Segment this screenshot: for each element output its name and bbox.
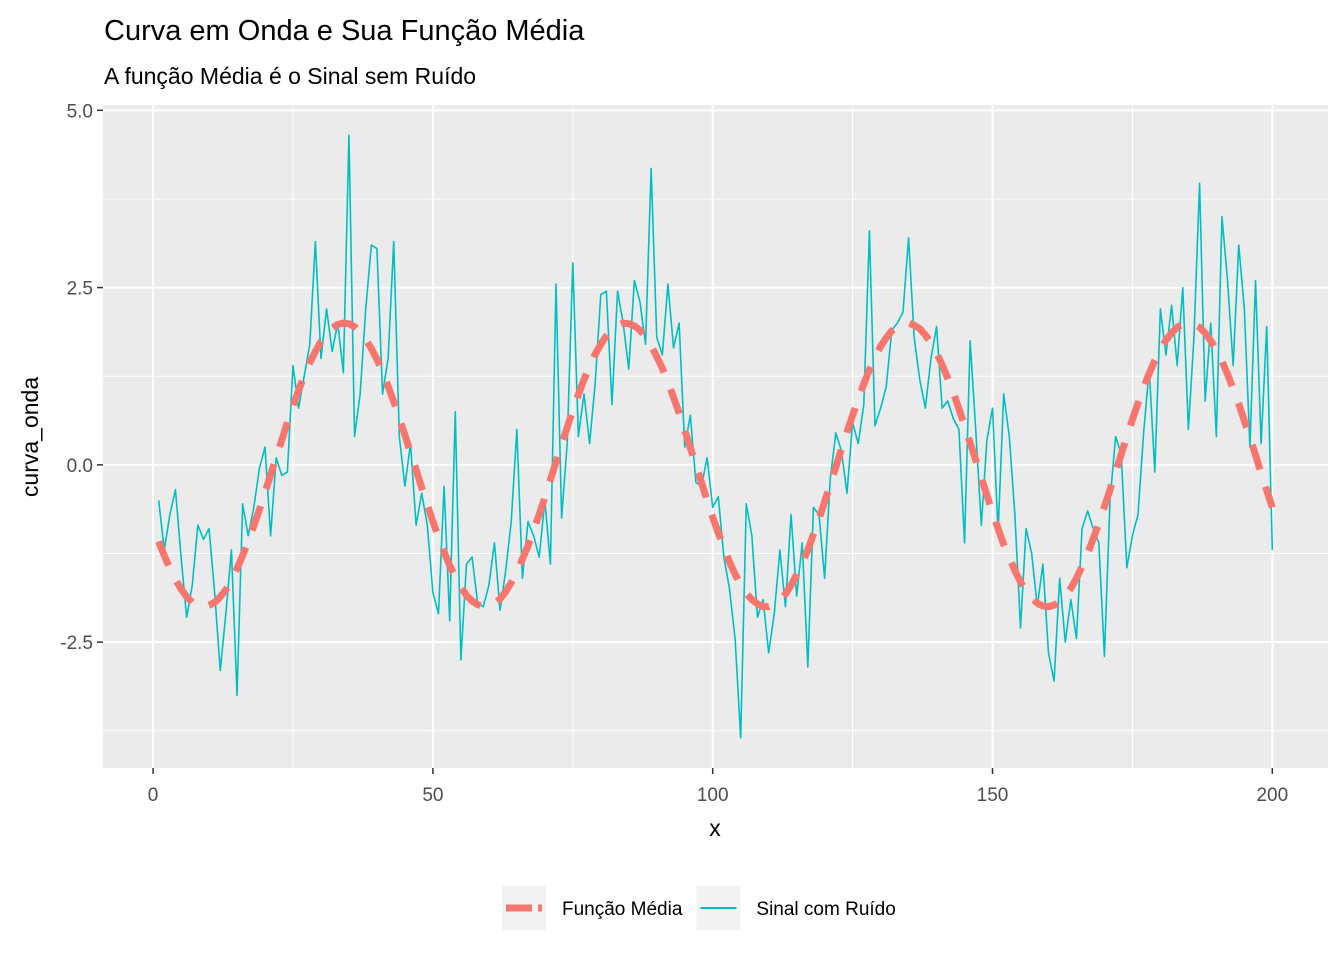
legend-label: Função Média xyxy=(562,899,683,920)
series-line xyxy=(157,134,1274,739)
chart-title: Curva em Onda e Sua Função Média xyxy=(104,15,585,47)
legend: Função Média Sinal com Ruído xyxy=(502,886,896,930)
chart-subtitle: A função Média é o Sinal sem Ruído xyxy=(104,63,476,89)
x-tick-label: 0 xyxy=(148,785,159,806)
x-tick-label: 150 xyxy=(977,785,1009,806)
x-axis-title: x xyxy=(709,815,721,841)
y-tick-label: 5.0 xyxy=(67,101,93,122)
y-axis-title: curva_onda xyxy=(17,377,43,497)
series-line xyxy=(155,319,1276,611)
plot-panel xyxy=(103,105,1328,768)
x-tick-label: 50 xyxy=(422,785,443,806)
y-tick-label: -2.5 xyxy=(60,633,93,654)
legend-label: Sinal com Ruído xyxy=(756,899,895,920)
x-tick-label: 200 xyxy=(1256,785,1288,806)
y-tick-label: 2.5 xyxy=(67,279,93,300)
x-tick-label: 100 xyxy=(697,785,729,806)
y-tick-label: 0.0 xyxy=(67,456,93,477)
